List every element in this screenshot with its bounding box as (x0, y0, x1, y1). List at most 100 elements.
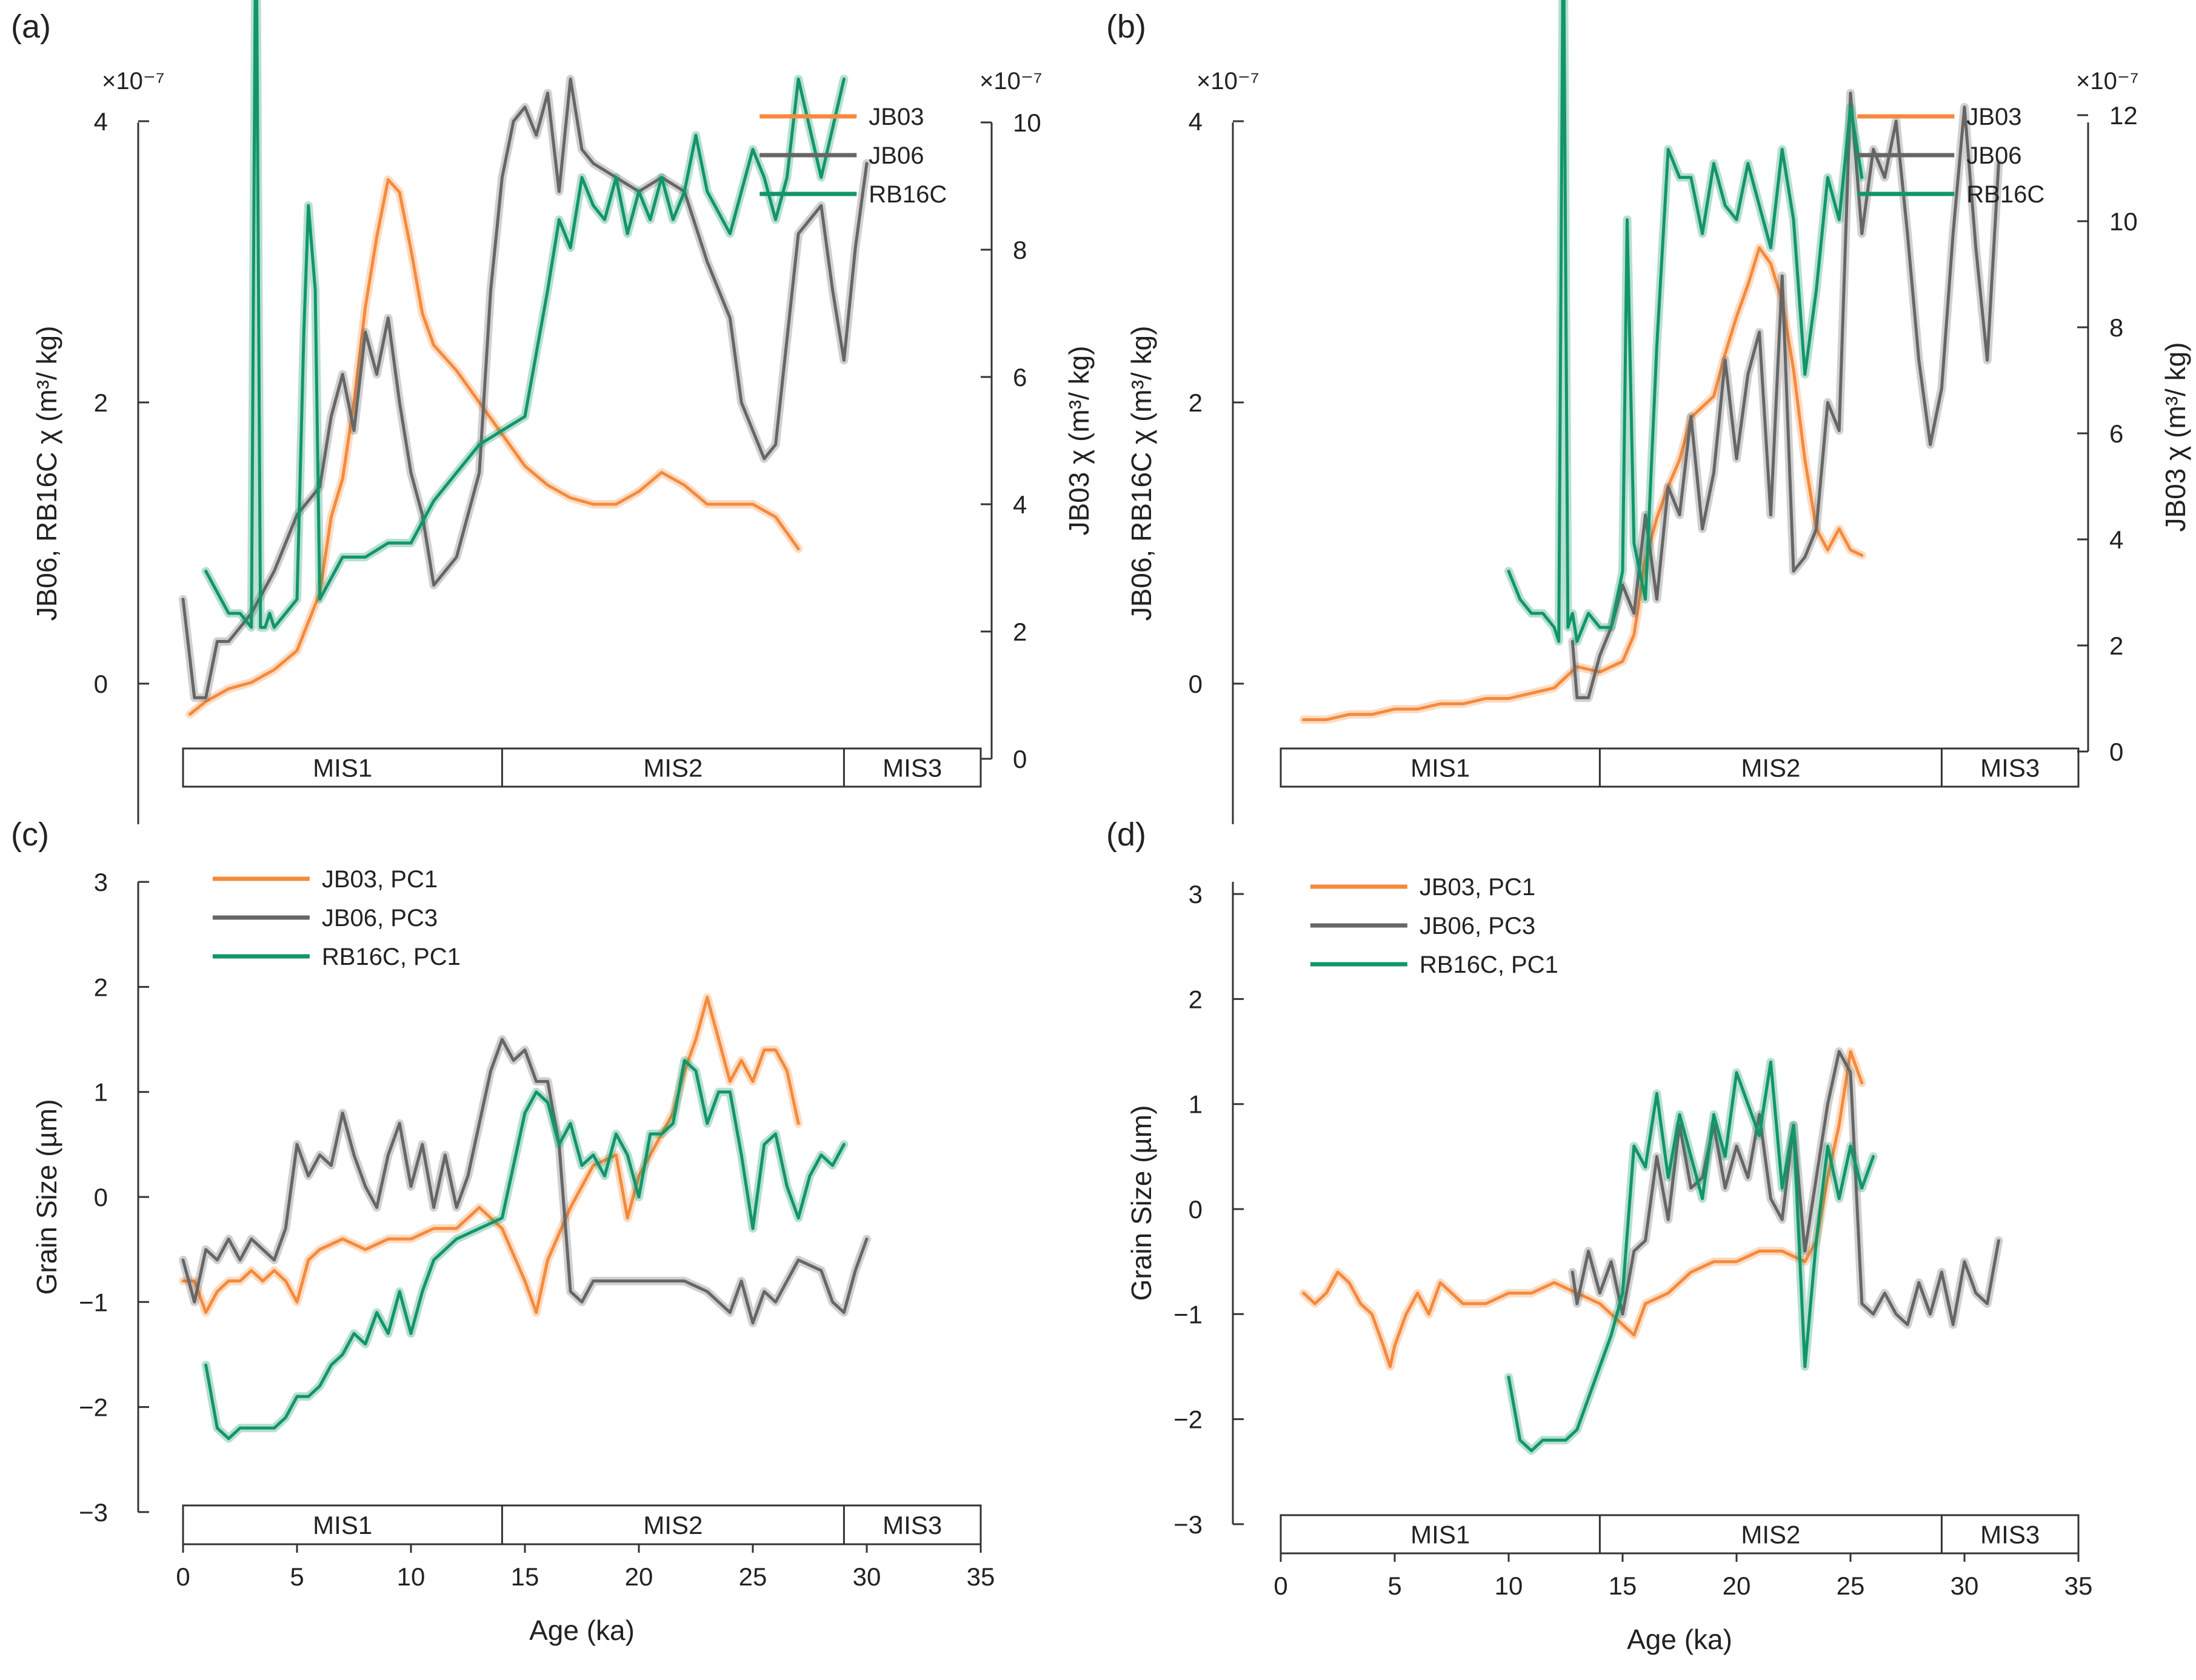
legend-label: JB03 (869, 104, 924, 130)
y2-tick-label: 0 (2109, 738, 2123, 766)
y2-tick-label: 2 (2109, 632, 2123, 660)
mis-label: MIS2 (1741, 1521, 1800, 1549)
legend-label: RB16C (1966, 181, 2044, 208)
y-axis-label: JB06, RB16C χ (m³/ kg) (31, 326, 62, 621)
legend-label: JB06, PC3 (1420, 913, 1535, 939)
series-line-rb16c-pc1 (1507, 1060, 1875, 1453)
mis-label: MIS1 (313, 1511, 372, 1539)
series-line-rb16c-pc1 (204, 1059, 846, 1441)
x-tick-label: 35 (2064, 1572, 2093, 1600)
x-tick-label: 15 (511, 1562, 539, 1591)
series-line-rb16c (1507, 0, 1864, 643)
y2-exponent-label: ×10⁻⁷ (2076, 68, 2138, 95)
y2-tick-label: 6 (2109, 419, 2123, 448)
y-tick-label: 2 (1189, 388, 1203, 417)
mis-label: MIS2 (643, 1511, 703, 1539)
legend-label: RB16C (869, 181, 947, 208)
x-tick-label: 25 (1837, 1572, 1865, 1600)
y-exponent-label: ×10⁻⁷ (1196, 68, 1259, 95)
y2-tick-label: 10 (2109, 207, 2138, 236)
mis-frame (182, 1504, 982, 1545)
series-line-jb03 (188, 178, 800, 716)
y2-tick-label: 2 (1013, 618, 1027, 646)
y-axis-label: Grain Size (µm) (31, 1099, 62, 1295)
y-tick-label: 3 (1189, 880, 1203, 908)
y2-tick-label: 6 (1013, 363, 1027, 392)
mis-label: MIS3 (883, 1511, 942, 1539)
panel-label-b: (b) (1106, 8, 1146, 45)
mis-bar-c: MIS1 MIS2 MIS3 (182, 1504, 982, 1545)
y-axis-label: JB06, RB16C χ (m³/ kg) (1126, 326, 1157, 621)
y-exponent-label: ×10⁻⁷ (102, 68, 164, 95)
y-tick-label: 4 (94, 107, 108, 136)
y2-tick-label: 4 (2109, 525, 2123, 554)
x-tick-label: 5 (1387, 1572, 1401, 1600)
legend-label: JB03, PC1 (1420, 874, 1535, 901)
y2-tick-label: 10 (1013, 108, 1041, 137)
mis-label: MIS1 (313, 754, 372, 782)
y-tick-label: 2 (94, 388, 108, 417)
legend-label: JB03 (1966, 104, 2021, 130)
legend-a: JB03 JB06 RB16C (759, 104, 947, 208)
y2-exponent-label: ×10⁻⁷ (980, 68, 1042, 95)
mis-frame (1280, 1514, 2080, 1555)
legend-label: JB06, PC3 (322, 905, 438, 932)
mis-label: MIS1 (1410, 1521, 1470, 1549)
y-tick-label: 0 (1189, 1195, 1203, 1224)
y2-axis-label: JB03 χ (m³/ kg) (1063, 346, 1095, 536)
x-axis-label: Age (ka) (529, 1615, 635, 1646)
mis-bar-a: MIS1 MIS2 MIS3 (182, 747, 982, 788)
legend-d: JB03, PC1 JB06, PC3 RB16C, PC1 (1310, 874, 1558, 978)
series-band-rb16c-pc1 (1504, 1058, 1878, 1455)
panel-label-a: (a) (11, 8, 51, 45)
y-tick-label: −3 (1173, 1510, 1203, 1539)
y-axis-label: Grain Size (µm) (1126, 1105, 1157, 1301)
mis-frame (182, 747, 982, 788)
x-tick-label: 15 (1609, 1572, 1637, 1600)
legend-label: RB16C, PC1 (1420, 952, 1558, 978)
series-line-jb06 (1570, 92, 2000, 699)
mis-bar-d: MIS1 MIS2 MIS3 (1280, 1514, 2080, 1555)
x-tick-label: 30 (853, 1562, 881, 1591)
mis-label: MIS2 (643, 754, 703, 782)
y-tick-label: −2 (79, 1393, 108, 1422)
x-tick-label: 25 (739, 1562, 767, 1591)
legend-c: JB03, PC1 JB06, PC3 RB16C, PC1 (212, 866, 461, 970)
y-tick-label: 0 (1189, 670, 1203, 698)
x-tick-label: 0 (1273, 1572, 1287, 1600)
series-line-rb16c (204, 0, 846, 629)
series-line-jb06-pc3 (1570, 1050, 2000, 1327)
x-tick-label: 30 (1951, 1572, 1979, 1600)
y2-tick-label: 0 (1013, 745, 1027, 773)
y-tick-label: 4 (1189, 107, 1203, 136)
y-tick-label: −3 (79, 1498, 108, 1527)
y-tick-label: 2 (1189, 985, 1203, 1013)
y-tick-label: −2 (1173, 1405, 1203, 1434)
y-tick-label: −1 (79, 1288, 108, 1316)
x-tick-label: 10 (397, 1562, 426, 1591)
mis-label: MIS2 (1741, 754, 1800, 782)
series-band-rb16c (201, 0, 849, 632)
y2-tick-label: 8 (2109, 313, 2123, 342)
x-tick-label: 0 (176, 1562, 190, 1591)
y-tick-label: 0 (94, 1183, 108, 1212)
mis-label: MIS3 (1980, 754, 2040, 782)
series-line-jb03-pc1 (1302, 1050, 1864, 1368)
y-tick-label: 0 (94, 670, 108, 698)
series-line-jb06 (181, 77, 869, 699)
mis-frame (1280, 747, 2080, 788)
x-tick-label: 20 (1723, 1572, 1751, 1600)
legend-label: RB16C, PC1 (322, 944, 461, 970)
y2-tick-label: 4 (1013, 490, 1027, 519)
y2-tick-label: 8 (1013, 236, 1027, 264)
legend-label: JB06 (869, 142, 924, 169)
mis-label: MIS3 (883, 754, 942, 782)
panel-label-c: (c) (11, 816, 49, 853)
mis-label: MIS3 (1980, 1521, 2040, 1549)
y-tick-label: 1 (94, 1078, 108, 1107)
